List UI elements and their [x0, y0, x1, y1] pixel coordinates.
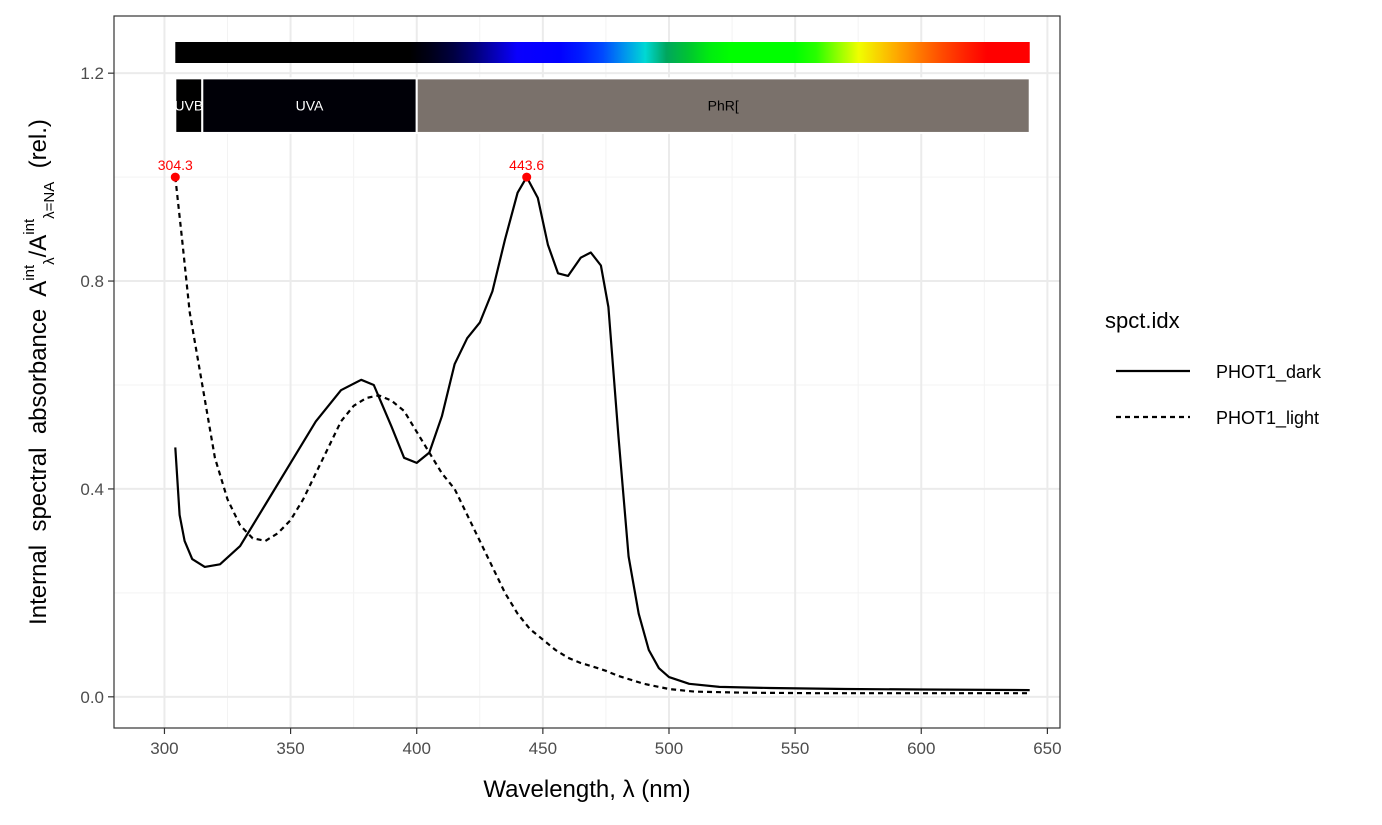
x-tick-label: 600	[907, 739, 935, 758]
x-tick-label: 550	[781, 739, 809, 758]
panel-border	[113, 15, 1061, 729]
series-line-phot1-light	[174, 176, 1030, 695]
peak-label: 443.6	[509, 157, 544, 173]
y-axis-title-prefix: Internal spectral absorbance	[25, 297, 52, 625]
spectrum-colour-bar	[175, 42, 1030, 63]
waveband-label: PhR[	[708, 98, 739, 114]
waveband-box-uva	[201, 77, 418, 134]
peak-label: 304.3	[158, 157, 193, 173]
y-axis-title-denominator: A	[25, 235, 52, 251]
series-line-phot1-dark	[174, 176, 1030, 692]
y-tick-label: 0.4	[80, 480, 104, 499]
peak-marker	[170, 172, 180, 182]
y-axis-title: Internal spectral absorbance Aintλ/Aintλ…	[21, 119, 58, 625]
x-axis-title: Wavelength, λ (nm)	[483, 776, 690, 803]
y-tick-label: 0.8	[80, 272, 104, 291]
tick-layer: 300 350 400 450 500 550 600 650 0.0 0.4 0.8 1.2	[80, 64, 1061, 758]
y-tick-label: 1.2	[80, 64, 104, 83]
waveband-layer: UVB UVA PhR[	[174, 77, 1031, 134]
x-tick-label: 400	[403, 739, 431, 758]
colour-bar-layer	[175, 42, 1030, 63]
y-axis-title-slash: /	[25, 250, 52, 257]
waveband-box-phr	[415, 77, 1031, 134]
legend-label-phot1-dark: PHOT1_dark	[1216, 362, 1322, 383]
legend-title: spct.idx	[1105, 308, 1180, 333]
x-tick-label: 300	[150, 739, 178, 758]
waveband-label: UVB	[174, 98, 203, 114]
y-axis-title-numerator-sup: int	[21, 264, 38, 281]
series-layer	[174, 176, 1030, 695]
y-axis-title-denominator-sub: λ=NA	[41, 182, 58, 219]
y-axis-title-numerator: A	[25, 281, 52, 297]
x-tick-label: 650	[1033, 739, 1061, 758]
waveband-label: UVA	[296, 98, 324, 114]
waveband-box-uvb	[174, 77, 204, 134]
peak-marker	[522, 172, 532, 182]
x-tick-label: 500	[655, 739, 683, 758]
y-axis-title-denominator-sup: int	[21, 218, 38, 235]
y-tick-label: 0.0	[80, 688, 104, 707]
x-tick-label: 450	[529, 739, 557, 758]
y-axis-title-suffix: (rel.)	[25, 119, 52, 182]
x-tick-label: 350	[276, 739, 304, 758]
grid-layer	[114, 16, 1060, 728]
peak-layer: 304.3 443.6	[158, 157, 544, 182]
legend: spct.idx PHOT1_dark PHOT1_light	[1105, 308, 1322, 429]
y-axis-title-numerator-sub: λ	[41, 257, 58, 265]
legend-label-phot1-light: PHOT1_light	[1216, 408, 1319, 429]
